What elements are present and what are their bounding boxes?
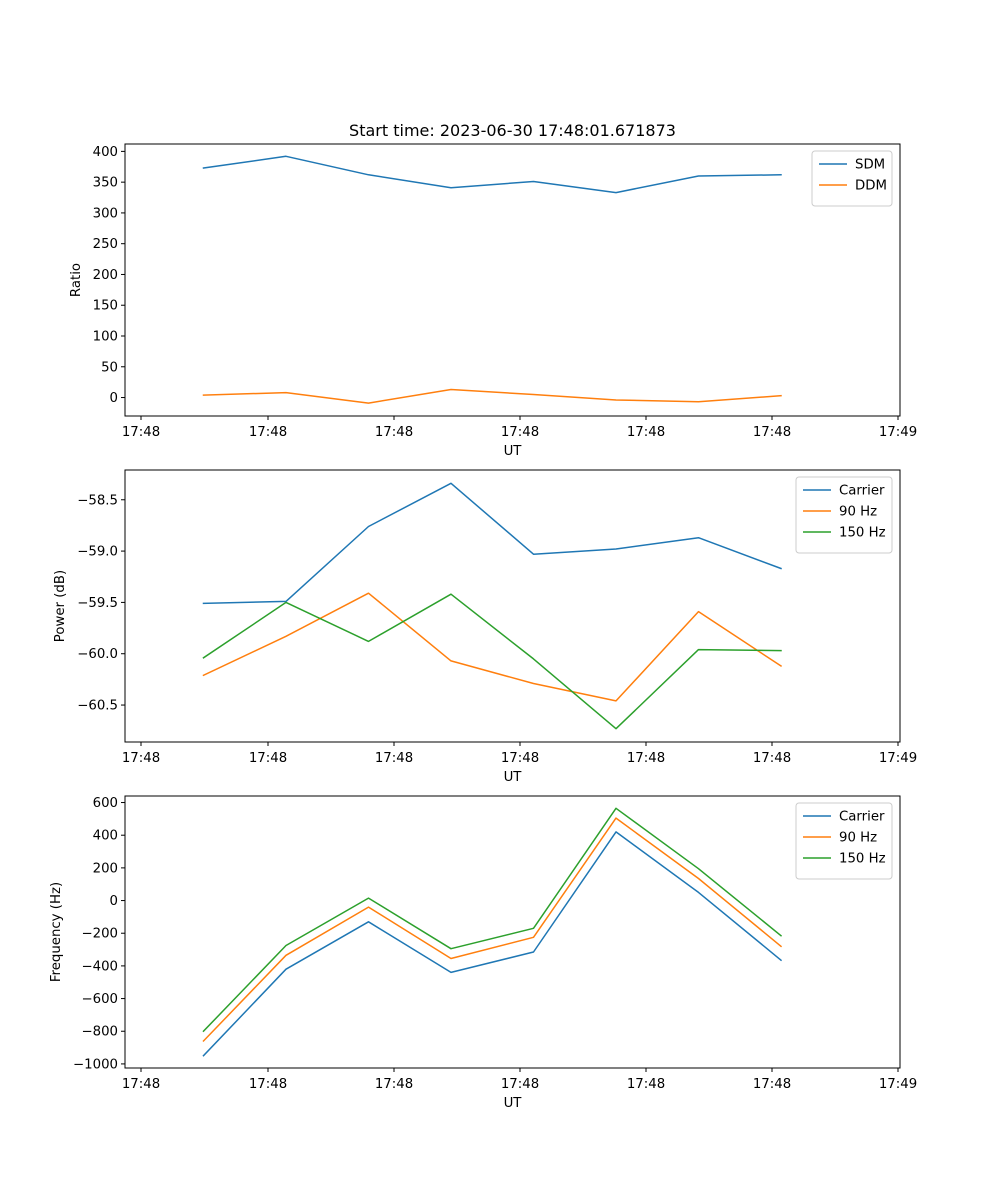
- y-tick-label: 250: [93, 237, 118, 252]
- series-line-90-hz: [202, 592, 783, 702]
- y-tick-label: −600: [81, 992, 118, 1007]
- legend-box: [795, 476, 893, 554]
- y-tick-label: 200: [93, 268, 118, 283]
- y-axis-label: Power (dB): [53, 570, 68, 642]
- series-line-ddm: [202, 388, 782, 404]
- x-tick-label: 17:48: [122, 751, 160, 766]
- legend-label: SDM: [855, 158, 885, 173]
- axes-frame: [124, 143, 901, 417]
- series-line-carrier: [202, 831, 783, 1057]
- x-tick-label: 17:48: [249, 425, 287, 440]
- series-line-150-hz: [202, 807, 783, 1033]
- legend: Carrier 90 Hz 150 Hz: [795, 802, 893, 880]
- y-tick-label: 100: [93, 330, 118, 345]
- series-line-carrier: [202, 482, 782, 605]
- y-tick-label: −58.5: [77, 493, 118, 508]
- y-tick-label: 0: [110, 391, 118, 406]
- series-group: [202, 155, 782, 404]
- x-tick-label: 17:48: [627, 1077, 665, 1092]
- y-tick-label: −59.0: [77, 545, 118, 560]
- legend: Carrier 90 Hz 150 Hz: [795, 476, 893, 554]
- y-axis: 0 50 100 150 200 250 300 350 400: [93, 145, 125, 406]
- x-tick-label: 17:48: [122, 425, 160, 440]
- x-axis: 17:48 17:48 17:48 17:48 17:48 17:48 17:49: [122, 742, 917, 766]
- x-tick-label: 17:48: [501, 425, 539, 440]
- y-tick-label: 50: [101, 360, 118, 375]
- x-tick-label: 17:48: [501, 1077, 539, 1092]
- y-tick-label: 200: [93, 861, 118, 876]
- axes-frame: [124, 469, 901, 743]
- x-tick-label: 17:48: [627, 751, 665, 766]
- y-tick-label: 300: [93, 206, 118, 221]
- series-line-150-hz: [202, 593, 782, 730]
- x-axis: 17:48 17:48 17:48 17:48 17:48 17:48 17:49: [122, 416, 917, 440]
- legend-label: 90 Hz: [839, 505, 877, 520]
- legend-label: 150 Hz: [839, 852, 886, 867]
- y-tick-label: −59.5: [77, 596, 118, 611]
- y-axis-label: Frequency (Hz): [49, 882, 64, 982]
- legend-label: 150 Hz: [839, 526, 886, 541]
- x-tick-label: 17:49: [879, 751, 917, 766]
- y-tick-label: 400: [93, 145, 118, 160]
- x-tick-label: 17:48: [375, 425, 413, 440]
- y-tick-label: −60.0: [77, 647, 118, 662]
- x-axis: 17:48 17:48 17:48 17:48 17:48 17:48 17:49: [122, 1068, 917, 1092]
- x-axis-label: UT: [504, 444, 523, 459]
- y-tick-label: 600: [93, 796, 118, 811]
- x-tick-label: 17:48: [249, 1077, 287, 1092]
- legend-label: Carrier: [839, 810, 885, 825]
- axes-frame: [124, 795, 901, 1069]
- legend-label: Carrier: [839, 484, 885, 499]
- x-tick-label: 17:48: [375, 751, 413, 766]
- x-tick-label: 17:48: [501, 751, 539, 766]
- y-tick-label: 0: [110, 894, 118, 909]
- x-tick-label: 17:48: [375, 1077, 413, 1092]
- x-tick-label: 17:49: [879, 1077, 917, 1092]
- x-axis-label: UT: [504, 770, 523, 785]
- series-line-sdm: [202, 155, 782, 194]
- y-tick-label: 150: [93, 299, 118, 314]
- y-axis: −1000 −800 −600 −400 −200 0 200 400 600: [73, 796, 125, 1072]
- y-tick-label: −800: [81, 1025, 118, 1040]
- figure-title: Start time: 2023-06-30 17:48:01.671873: [349, 121, 676, 140]
- series-group: [202, 807, 783, 1057]
- y-tick-label: −200: [81, 927, 118, 942]
- y-tick-label: 400: [93, 829, 118, 844]
- x-axis-label: UT: [504, 1096, 523, 1111]
- x-tick-label: 17:48: [249, 751, 287, 766]
- y-tick-label: −1000: [73, 1057, 118, 1072]
- x-tick-label: 17:48: [627, 425, 665, 440]
- legend-box: [795, 802, 893, 880]
- x-tick-label: 17:49: [879, 425, 917, 440]
- x-tick-label: 17:48: [122, 1077, 160, 1092]
- legend: SDM DDM: [811, 150, 893, 207]
- subplot-2: −60.5−60.0−59.5−59.0−58.517:48 17:48 17:48…: [53, 469, 917, 785]
- x-tick-label: 17:48: [753, 425, 791, 440]
- x-tick-label: 17:48: [753, 1077, 791, 1092]
- legend-label: 90 Hz: [839, 831, 877, 846]
- y-tick-label: −60.5: [77, 699, 118, 714]
- y-tick-label: −400: [81, 959, 118, 974]
- x-tick-label: 17:48: [753, 751, 791, 766]
- y-axis: −60.5 −60.0 −59.5 −59.0 −58.5: [77, 493, 125, 714]
- series-line-90-hz: [202, 817, 783, 1043]
- legend-label: DDM: [855, 179, 887, 194]
- series-group: [202, 482, 783, 730]
- y-axis-label: Ratio: [69, 263, 84, 297]
- y-tick-label: 350: [93, 176, 118, 191]
